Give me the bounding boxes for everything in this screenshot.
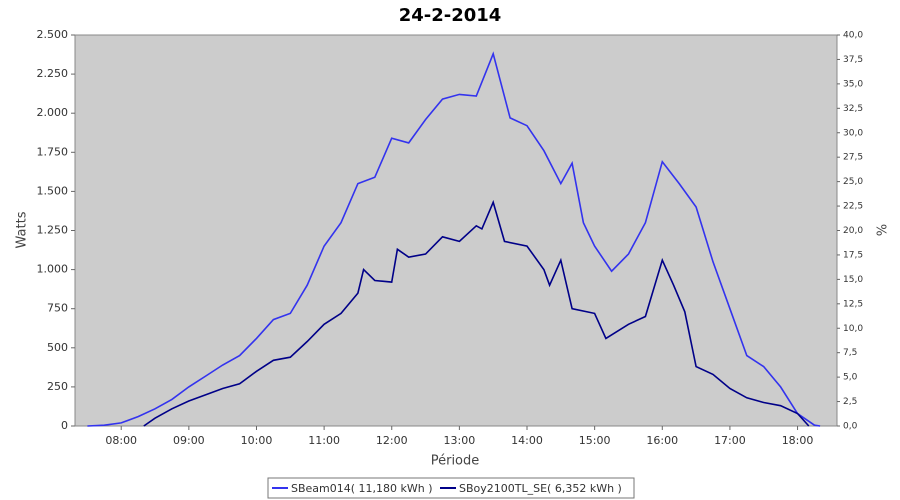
series-line [87, 51, 821, 427]
y-tick-label: 2.000 [37, 106, 69, 119]
x-tick-label: 18:00 [782, 434, 814, 447]
y2-tick-label: 30,0 [843, 128, 863, 138]
y-tick-label: 1.000 [37, 263, 69, 276]
y2-tick-label: 25,0 [843, 177, 863, 187]
chart-title: 24-2-2014 [399, 5, 502, 26]
y-tick-label: 2.250 [37, 67, 69, 80]
y2-tick-label: 32,5 [843, 104, 863, 114]
y2-tick-label: 35,0 [843, 79, 863, 89]
y-tick-label: 750 [47, 302, 68, 315]
x-tick-label: 16:00 [646, 434, 678, 447]
x-tick-label: 09:00 [173, 434, 205, 447]
x-tick-label: 15:00 [579, 434, 611, 447]
y2-tick-label: 0,0 [843, 422, 858, 432]
x-tick-label: 08:00 [105, 434, 137, 447]
y2-tick-label: 5,0 [843, 373, 858, 383]
y2-tick-label: 20,0 [843, 226, 863, 236]
y-tick-label: 250 [47, 380, 68, 393]
y-tick-label: 1.750 [37, 145, 69, 158]
series-line [143, 199, 810, 427]
y2-tick-label: 15,0 [843, 275, 863, 285]
y2-tick-label: 17,5 [843, 250, 863, 260]
y2-tick-label: 27,5 [843, 153, 863, 163]
y2-tick-label: 2,5 [843, 397, 857, 407]
y2-tick-label: 37,5 [843, 55, 863, 65]
y2-tick-label: 22,5 [843, 202, 863, 212]
x-tick-label: 12:00 [376, 434, 408, 447]
y-axis-label: Watts [15, 211, 30, 248]
y-tick-label: 500 [47, 341, 68, 354]
x-tick-label: 13:00 [444, 434, 476, 447]
y2-tick-label: 10,0 [843, 324, 863, 334]
x-tick-label: 10:00 [241, 434, 273, 447]
y-tick-label: 0 [61, 419, 68, 432]
plot-area [74, 34, 838, 427]
y-tick-label: 1.500 [37, 184, 69, 197]
x-tick-label: 17:00 [714, 434, 746, 447]
x-axis-label: Période [431, 454, 480, 469]
y-tick-label: 1.250 [37, 224, 69, 237]
y2-axis-label: % [873, 224, 888, 236]
y2-tick-label: 12,5 [843, 299, 863, 309]
x-tick-label: 11:00 [308, 434, 340, 447]
y2-tick-label: 40,0 [843, 31, 863, 41]
y2-tick-label: 7,5 [843, 348, 857, 358]
legend-label: SBoy2100TL_SE( 6,352 kWh ) [459, 482, 622, 495]
y-tick-label: 2.500 [37, 28, 69, 41]
x-tick-label: 14:00 [511, 434, 543, 447]
legend-label: SBeam014( 11,180 kWh ) [291, 482, 433, 495]
